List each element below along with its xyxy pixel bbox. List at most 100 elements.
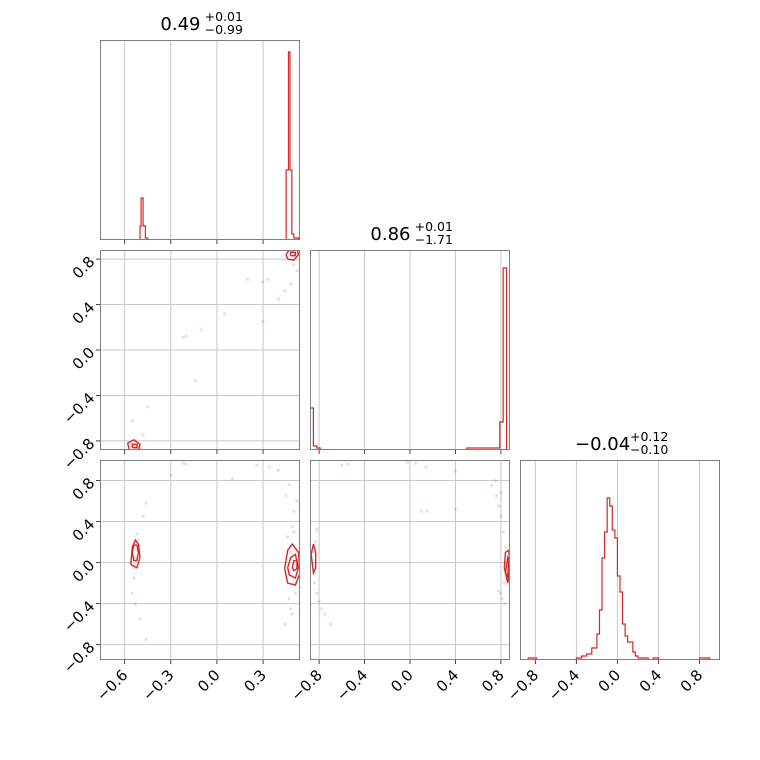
scatter-point — [267, 465, 271, 469]
y-tick-label: 0.4 — [69, 515, 99, 545]
y-tick-label: 0.8 — [69, 253, 99, 283]
scatter-point — [503, 545, 508, 549]
scatter-point — [169, 473, 173, 477]
param-title-value: −0.04 — [575, 434, 630, 455]
y-tick-label: 0.0 — [69, 556, 99, 586]
scatter-point — [290, 612, 294, 616]
text-layer: −0.6 −0.3 0.0 0.3 −0.8 −0.4 0.0 0.4 0.8−0.8 −0.4 0… — [60, 9, 706, 705]
scatter-point — [283, 622, 287, 626]
axes-frame-0-0 — [100, 40, 300, 240]
scatter-point — [425, 509, 429, 513]
scatter-point — [230, 476, 234, 481]
scatter-point — [255, 463, 259, 467]
scatter-point — [406, 460, 410, 464]
tick-layer — [96, 240, 700, 664]
scatter-point — [414, 461, 418, 465]
param-title-upper-error: +0.01 — [415, 219, 453, 234]
scatter-point — [323, 612, 327, 616]
scatter-point — [141, 514, 145, 519]
scatter-point — [289, 550, 293, 554]
scatter-point — [419, 509, 423, 513]
y-tick-label: −0.8 — [60, 638, 98, 676]
scatter-point — [133, 555, 137, 560]
axes-frame-2-1 — [310, 460, 510, 660]
scatter-point — [494, 494, 498, 498]
scatter-point — [340, 463, 344, 467]
scatter-point — [138, 617, 142, 621]
scatter-point — [292, 509, 296, 513]
scatter-point — [276, 297, 281, 301]
scatter-point — [328, 622, 333, 626]
scatter-point — [144, 637, 148, 642]
scatter-point — [314, 540, 318, 544]
density-contour — [310, 543, 317, 576]
x-tick-label: −0.3 — [139, 666, 177, 704]
scatter-point — [133, 601, 137, 606]
density-contour — [291, 559, 298, 572]
x-tick-label: 0.3 — [240, 666, 270, 696]
scatter-point — [295, 499, 299, 503]
scatter-point — [284, 494, 288, 498]
scatter-point — [501, 530, 505, 534]
frame-layer — [100, 40, 720, 660]
axes-frame-2-2 — [520, 460, 720, 660]
histogram-step-0 — [100, 51, 300, 240]
scatter-point — [499, 514, 503, 519]
density-contour — [290, 251, 297, 257]
scatter-point — [184, 334, 188, 338]
scatter-point — [261, 319, 265, 324]
scatter-point — [499, 591, 503, 595]
density-contour — [287, 553, 300, 579]
density-contour — [126, 438, 141, 450]
scatter-point — [317, 599, 321, 604]
scatter-point — [292, 530, 296, 534]
scatter-point — [289, 282, 293, 286]
scatter-point — [261, 280, 265, 284]
scatter-point — [453, 507, 458, 511]
scatter-point — [141, 433, 145, 437]
scatter-point — [223, 312, 227, 316]
x-tick-label: 0.0 — [595, 666, 625, 696]
x-tick-label: −0.8 — [287, 666, 325, 704]
scatter-point — [292, 263, 296, 267]
scatter-point — [266, 277, 270, 282]
scatter-point — [287, 254, 291, 258]
scatter-point — [181, 461, 185, 465]
scatter-point — [144, 501, 148, 505]
scatter-point — [502, 601, 506, 606]
scatter-point — [315, 591, 319, 595]
density-contour — [285, 250, 300, 261]
scatter-point — [130, 591, 134, 595]
x-tick-label: 0.0 — [387, 666, 417, 696]
scatter-point — [490, 484, 494, 488]
scatter-point — [500, 596, 504, 601]
scatter-point — [129, 443, 133, 448]
scatter-point — [497, 589, 501, 593]
axes-frame-1-1 — [310, 250, 510, 450]
x-tick-label: −0.8 — [504, 666, 542, 704]
param-title-upper-error: +0.12 — [630, 429, 668, 444]
scatter-point — [497, 504, 501, 508]
scatter-point — [276, 468, 281, 472]
scatter-point — [199, 327, 204, 332]
scatter-point — [136, 538, 141, 542]
scatter-point — [289, 607, 293, 611]
scatter-panel-2-0 — [129, 461, 300, 642]
scatter-point — [311, 550, 316, 554]
scatter-point — [132, 576, 136, 580]
scatter-point — [246, 277, 250, 282]
param-title-value: 0.49 — [160, 14, 200, 35]
scatter-point — [135, 532, 139, 536]
x-tick-label: −0.4 — [545, 666, 583, 704]
y-tick-label: 0.4 — [69, 298, 99, 328]
scatter-point — [184, 462, 188, 466]
scatter-point — [424, 465, 428, 469]
axes-frame-1-0 — [100, 250, 300, 450]
scatter-point — [283, 289, 287, 293]
histogram-step-1 — [310, 267, 510, 450]
scatter-point — [193, 379, 197, 383]
scatter-point — [295, 268, 299, 273]
x-tick-label: −0.6 — [93, 666, 131, 704]
scatter-point — [130, 418, 134, 423]
param-title-lower-error: −0.99 — [205, 22, 243, 37]
